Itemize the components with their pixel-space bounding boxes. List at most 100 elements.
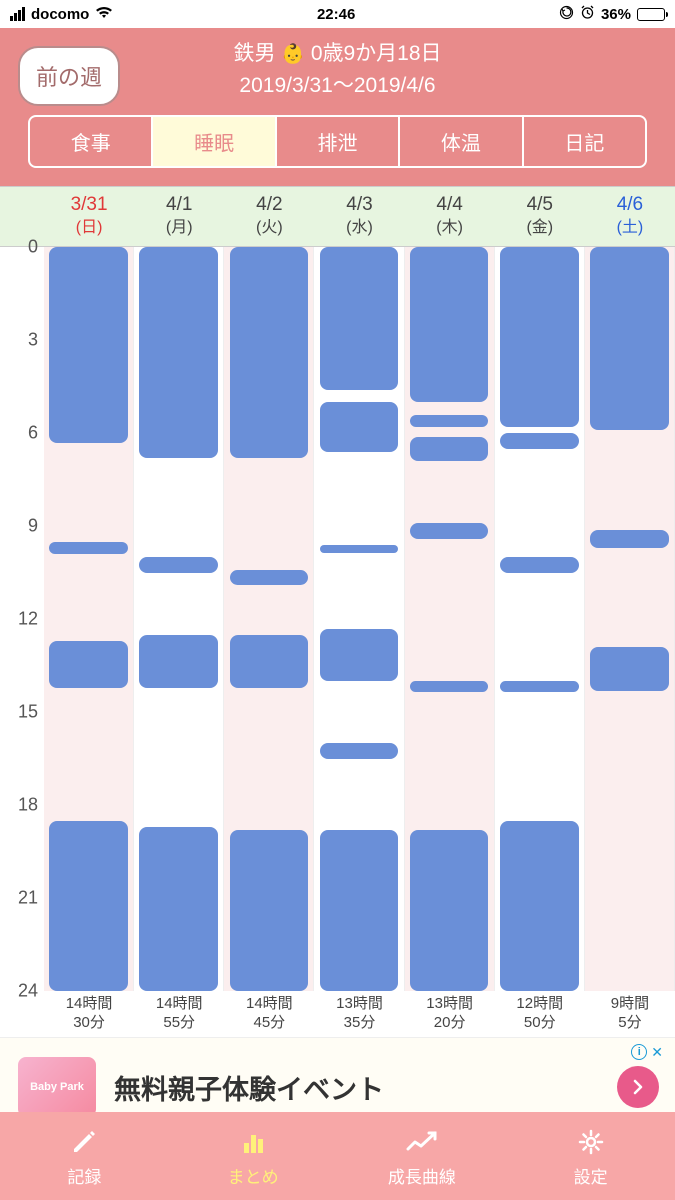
- battery-icon: [637, 8, 665, 21]
- y-tick: 15: [18, 702, 38, 723]
- sleep-bar: [139, 827, 217, 991]
- sleep-bar: [590, 647, 668, 690]
- sleep-bar: [410, 830, 488, 991]
- sleep-bar: [410, 681, 488, 692]
- daily-total: 14時間30分: [44, 995, 134, 1033]
- baby-age: 0歳9か月18日: [311, 42, 442, 65]
- sleep-bar: [410, 247, 488, 402]
- sleep-bar: [230, 570, 308, 586]
- sleep-bar: [230, 635, 308, 688]
- ad-arrow-button[interactable]: [617, 1066, 659, 1108]
- daily-total: 13時間20分: [405, 995, 495, 1033]
- day-header-row: 3/31(日)4/1(月)4/2(火)4/3(水)4/4(木)4/5(金)4/6…: [0, 186, 675, 247]
- sleep-bar: [49, 641, 127, 688]
- sleep-bar: [320, 402, 398, 452]
- sleep-bar: [500, 681, 578, 692]
- sleep-bar: [410, 415, 488, 427]
- tab-2[interactable]: 排泄: [277, 117, 400, 166]
- sleep-bar: [410, 523, 488, 539]
- status-time: 22:46: [317, 6, 355, 23]
- y-axis: 03691215182124: [0, 247, 44, 991]
- sleep-bar: [590, 247, 668, 430]
- wifi-icon: [95, 5, 113, 23]
- sleep-bar: [139, 557, 217, 573]
- nav-gear[interactable]: 設定: [506, 1112, 675, 1200]
- sleep-bar: [49, 542, 127, 554]
- nav-label: 記録: [67, 1163, 101, 1188]
- sleep-bar: [139, 247, 217, 458]
- battery-pct: 36%: [601, 6, 631, 23]
- tab-4[interactable]: 日記: [524, 117, 645, 166]
- daily-total: 13時間35分: [314, 995, 404, 1033]
- day-header: 3/31(日): [44, 187, 134, 246]
- sleep-bar: [320, 545, 398, 553]
- daily-totals-row: 14時間30分14時間55分14時間45分13時間35分13時間20分12時間5…: [0, 991, 675, 1033]
- chart-col: [44, 247, 134, 991]
- day-header: 4/3(水): [314, 187, 404, 246]
- tab-0[interactable]: 食事: [30, 117, 153, 166]
- sleep-bar: [230, 247, 308, 458]
- tab-1[interactable]: 睡眠: [153, 117, 276, 166]
- daily-total: 9時間5分: [585, 995, 675, 1033]
- nav-trend[interactable]: 成長曲線: [338, 1112, 507, 1200]
- category-tabs-row: 食事睡眠排泄体温日記: [0, 115, 675, 186]
- bars-icon: [238, 1125, 268, 1159]
- nav-pencil[interactable]: 記録: [0, 1112, 169, 1200]
- chart-col: [405, 247, 495, 991]
- nav-label: まとめ: [228, 1163, 279, 1188]
- y-tick: 12: [18, 609, 38, 630]
- ad-info-icon[interactable]: i: [631, 1044, 647, 1060]
- chart-col: [224, 247, 314, 991]
- ad-close-icon[interactable]: ✕: [651, 1044, 663, 1061]
- chart-col: [495, 247, 585, 991]
- carrier-label: docomo: [31, 6, 89, 23]
- sleep-chart: 03691215182124: [0, 247, 675, 991]
- chart-col: [134, 247, 224, 991]
- y-tick: 9: [28, 516, 38, 537]
- sleep-bar: [230, 830, 308, 991]
- sleep-bar: [500, 433, 578, 449]
- y-tick: 21: [18, 888, 38, 909]
- pencil-icon: [69, 1125, 99, 1159]
- sleep-bar: [139, 635, 217, 688]
- sleep-bar: [500, 821, 578, 992]
- sleep-bar: [410, 437, 488, 462]
- app-header: 前の週 鉄男 👶 0歳9か月18日 2019/3/31～2019/4/6: [0, 28, 675, 115]
- y-tick: 6: [28, 423, 38, 444]
- trend-icon: [405, 1125, 439, 1159]
- baby-name: 鉄男: [233, 42, 275, 65]
- category-tabs: 食事睡眠排泄体温日記: [28, 115, 647, 168]
- y-tick: 0: [28, 237, 38, 258]
- y-tick: 18: [18, 795, 38, 816]
- sleep-bar: [500, 557, 578, 573]
- y-tick: 24: [18, 981, 38, 1002]
- daily-total: 14時間55分: [134, 995, 224, 1033]
- sleep-bar: [320, 830, 398, 991]
- sleep-bar: [320, 247, 398, 390]
- sleep-bar: [320, 629, 398, 682]
- bottom-nav: 記録 まとめ 成長曲線設定: [0, 1112, 675, 1200]
- daily-total: 12時間50分: [495, 995, 585, 1033]
- tab-3[interactable]: 体温: [400, 117, 523, 166]
- ad-logo: Baby Park: [18, 1057, 96, 1117]
- y-tick: 3: [28, 330, 38, 351]
- gear-icon: [576, 1125, 606, 1159]
- day-header: 4/1(月): [134, 187, 224, 246]
- sleep-bar: [320, 743, 398, 759]
- nav-bars[interactable]: まとめ: [169, 1112, 338, 1200]
- rotation-lock-icon: [559, 5, 574, 24]
- alarm-icon: [580, 5, 595, 24]
- day-header: 4/4(木): [405, 187, 495, 246]
- chart-columns: [44, 247, 675, 991]
- sleep-bar: [49, 821, 127, 992]
- ad-info-controls[interactable]: i ✕: [631, 1044, 663, 1061]
- daily-total: 14時間45分: [224, 995, 314, 1033]
- sleep-bar: [500, 247, 578, 427]
- baby-icon: 👶: [281, 44, 305, 65]
- nav-label: 設定: [574, 1163, 608, 1188]
- day-header: 4/6(土): [585, 187, 675, 246]
- signal-icon: [10, 7, 25, 21]
- prev-week-button[interactable]: 前の週: [18, 46, 120, 106]
- status-bar: docomo 22:46 36%: [0, 0, 675, 28]
- sleep-bar: [590, 530, 668, 549]
